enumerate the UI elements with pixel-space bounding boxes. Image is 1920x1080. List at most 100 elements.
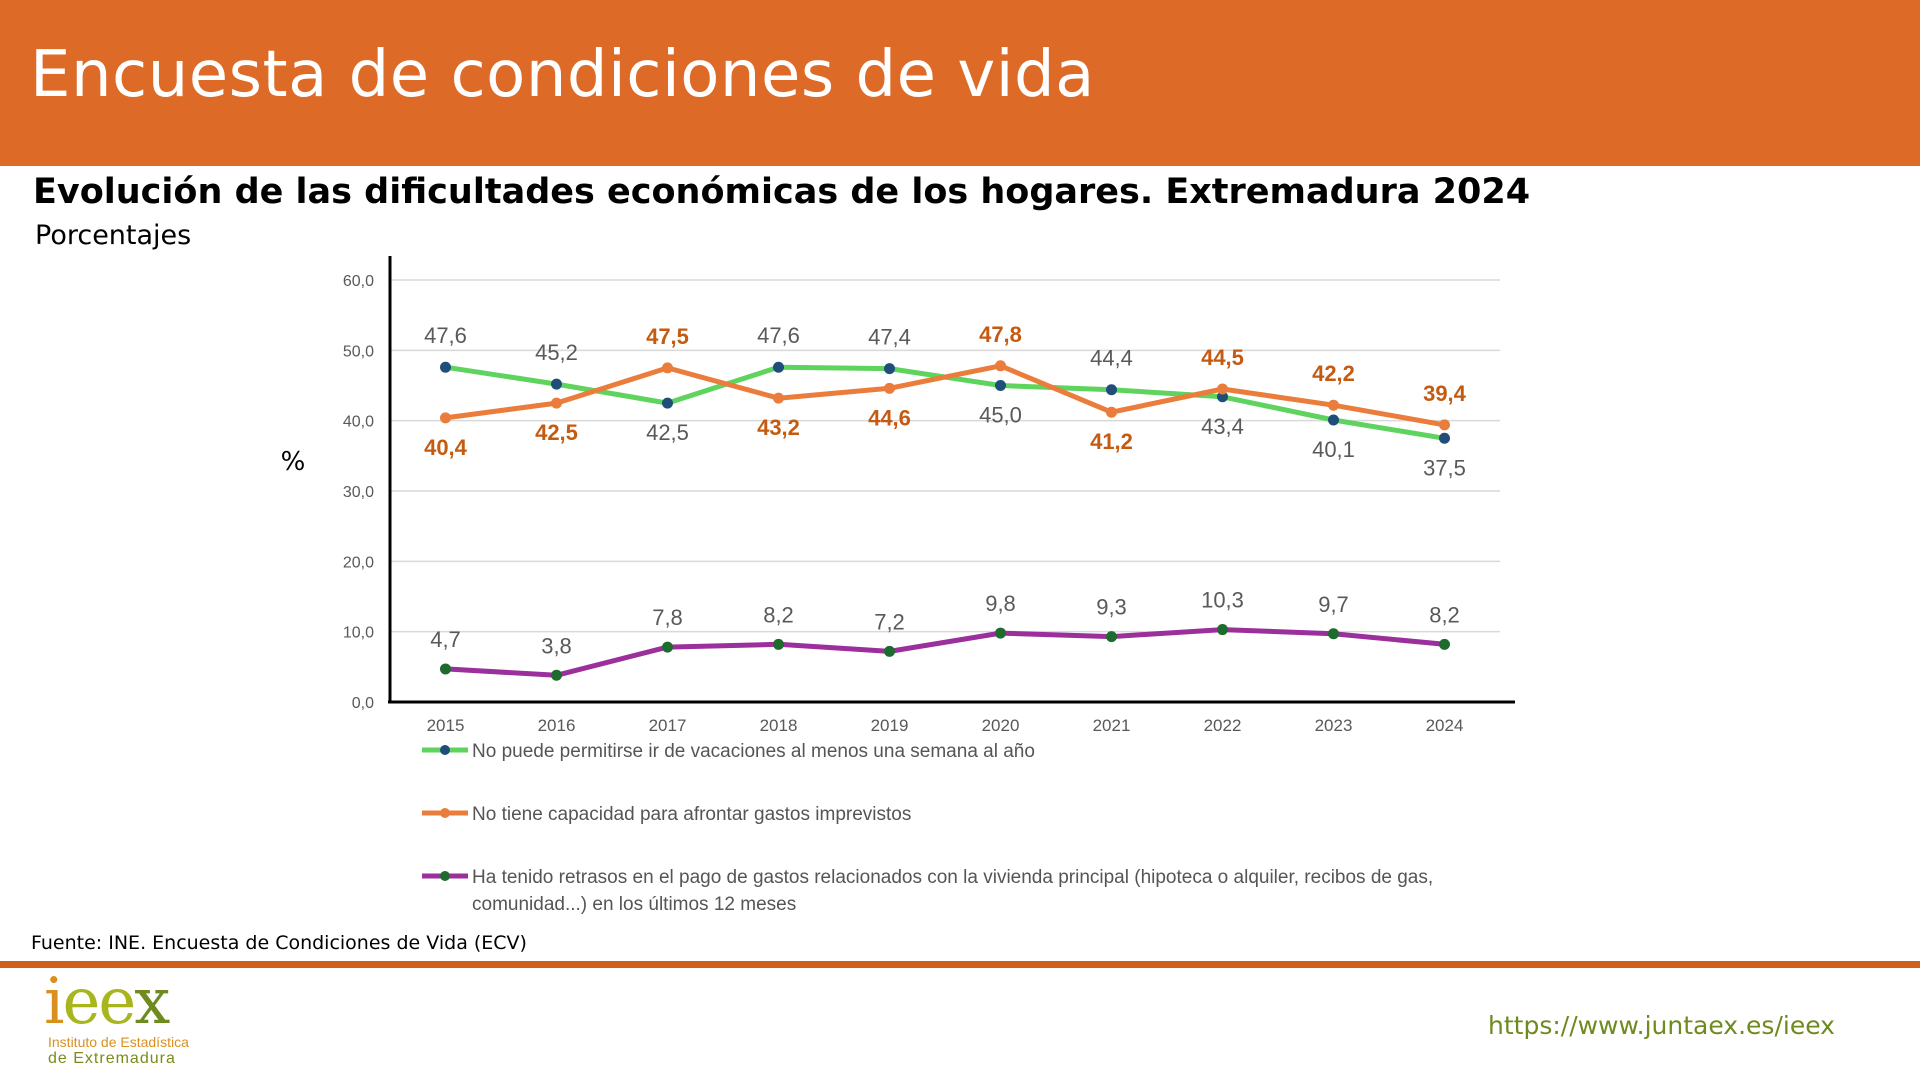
data-point-imprevistos	[551, 397, 562, 409]
data-label-vacaciones: 43,4	[1201, 414, 1244, 439]
logo-letter-i: i	[44, 965, 65, 1039]
data-point-vacaciones	[1217, 391, 1228, 403]
data-label-imprevistos: 47,5	[646, 324, 689, 349]
x-axis-label: año	[1437, 737, 1465, 740]
legend-swatch-imprevistos	[422, 808, 468, 818]
data-point-imprevistos	[440, 412, 451, 424]
legend-swatch-retrasos	[422, 871, 468, 881]
data-point-imprevistos	[662, 362, 673, 374]
logo-wordmark: ieex	[44, 970, 170, 1034]
x-tick-label: 2020	[982, 716, 1020, 735]
data-label-imprevistos: 42,2	[1312, 361, 1355, 386]
y-tick-label: 40,0	[343, 414, 374, 431]
data-label-retrasos: 7,8	[652, 605, 683, 630]
data-label-vacaciones: 37,5	[1423, 455, 1466, 480]
data-point-retrasos	[1328, 628, 1339, 640]
logo-line-2: de Extremadura	[48, 1050, 176, 1067]
data-label-retrasos: 3,8	[541, 633, 572, 658]
data-label-vacaciones: 47,6	[757, 323, 800, 348]
line-chart: 0,0 10,0 20,0 30,0 40,0 50,0 60,0 2015 2016 2017 2…	[281, 256, 1515, 740]
data-label-vacaciones: 47,4	[868, 325, 911, 350]
x-tick-label: 2021	[1093, 716, 1131, 735]
data-label-retrasos: 10,3	[1201, 588, 1244, 613]
data-label-retrasos: 9,8	[985, 591, 1016, 616]
x-tick-label: 2018	[760, 716, 798, 735]
legend-label-vacaciones: No puede permitirse ir de vacaciones al …	[472, 741, 1035, 762]
chart-title: Evolución de las dificultades económicas…	[33, 172, 1531, 212]
data-label-retrasos: 8,2	[1429, 602, 1460, 627]
data-point-retrasos	[1106, 631, 1117, 643]
chart-subtitle: Porcentajes	[35, 220, 192, 251]
logo-letters-ee: ee	[62, 965, 136, 1039]
y-tick-label: 60,0	[343, 273, 374, 290]
data-label-imprevistos: 43,2	[757, 415, 800, 440]
data-point-vacaciones	[440, 361, 451, 373]
logo-letter-x: x	[134, 965, 170, 1039]
data-label-imprevistos: 41,2	[1090, 429, 1133, 454]
y-axis-label: %	[281, 447, 306, 477]
data-label-vacaciones: 40,1	[1312, 437, 1355, 462]
data-label-vacaciones: 44,4	[1090, 346, 1133, 371]
footer-divider	[0, 961, 1920, 968]
data-point-imprevistos	[1106, 406, 1117, 418]
data-label-retrasos: 8,2	[763, 602, 794, 627]
data-label-retrasos: 4,7	[430, 627, 461, 652]
data-label-imprevistos: 44,6	[868, 405, 911, 430]
data-point-imprevistos	[995, 360, 1006, 372]
data-point-retrasos	[551, 669, 562, 681]
legend-swatch-vacaciones	[422, 745, 468, 755]
data-label-imprevistos: 39,4	[1423, 381, 1467, 406]
y-tick-label: 30,0	[343, 484, 374, 501]
data-label-vacaciones: 42,5	[646, 420, 689, 445]
data-point-retrasos	[1217, 624, 1228, 636]
data-point-vacaciones	[662, 397, 673, 409]
data-point-imprevistos	[884, 382, 895, 394]
data-label-retrasos: 7,2	[874, 609, 905, 634]
data-label-retrasos: 9,3	[1096, 595, 1127, 620]
source-note: Fuente: INE. Encuesta de Condiciones de …	[31, 932, 527, 954]
data-point-vacaciones	[1439, 432, 1450, 444]
header-bar: Encuesta de condiciones de vida	[0, 0, 1920, 166]
x-tick-label: 2024	[1426, 716, 1464, 735]
series-line-retrasos	[443, 627, 1447, 678]
series-line-imprevistos	[443, 363, 1447, 428]
y-tick-label: 0,0	[352, 695, 374, 712]
data-point-vacaciones	[1328, 414, 1339, 426]
x-tick-label: 2017	[649, 716, 687, 735]
data-point-retrasos	[995, 627, 1006, 639]
x-tick-label: 2023	[1315, 716, 1353, 735]
data-label-vacaciones: 45,2	[535, 340, 578, 365]
legend-label-imprevistos: No tiene capacidad para afrontar gastos …	[472, 804, 912, 825]
data-point-imprevistos	[1217, 383, 1228, 395]
y-tick-label: 20,0	[343, 554, 374, 571]
data-point-retrasos	[662, 641, 673, 653]
data-point-vacaciones	[1106, 384, 1117, 396]
x-tick-label: 2022	[1204, 716, 1242, 735]
data-point-imprevistos	[773, 392, 784, 404]
website-link[interactable]: https://www.juntaex.es/ieex	[1488, 1011, 1835, 1040]
data-point-retrasos	[1439, 638, 1450, 650]
data-point-vacaciones	[773, 361, 784, 373]
ieex-logo: ieex Instituto de Estadística de Extrema…	[44, 970, 204, 1070]
y-tick-label: 10,0	[343, 625, 374, 642]
data-label-retrasos: 9,7	[1318, 592, 1349, 617]
legend-label-retrasos: Ha tenido retrasos en el pago de gastos …	[472, 867, 1434, 915]
x-tick-label: 2019	[871, 716, 909, 735]
data-label-imprevistos: 40,4	[424, 435, 468, 460]
logo-line-1: Instituto de Estadística	[48, 1034, 189, 1050]
data-point-retrasos	[884, 645, 895, 657]
data-label-imprevistos: 42,5	[535, 420, 578, 445]
page-title: Encuesta de condiciones de vida	[30, 38, 1095, 112]
data-point-vacaciones	[995, 380, 1006, 391]
x-tick-label: 2016	[538, 716, 576, 735]
x-tick-label: 2015	[427, 716, 465, 735]
data-point-imprevistos	[1328, 399, 1339, 411]
y-tick-label: 50,0	[343, 343, 374, 360]
data-point-vacaciones	[551, 378, 562, 390]
data-point-retrasos	[773, 638, 784, 650]
data-point-retrasos	[440, 663, 451, 675]
data-label-vacaciones: 47,6	[424, 323, 467, 348]
data-point-vacaciones	[884, 363, 895, 375]
data-label-imprevistos: 47,8	[979, 322, 1022, 347]
data-point-imprevistos	[1439, 419, 1450, 431]
